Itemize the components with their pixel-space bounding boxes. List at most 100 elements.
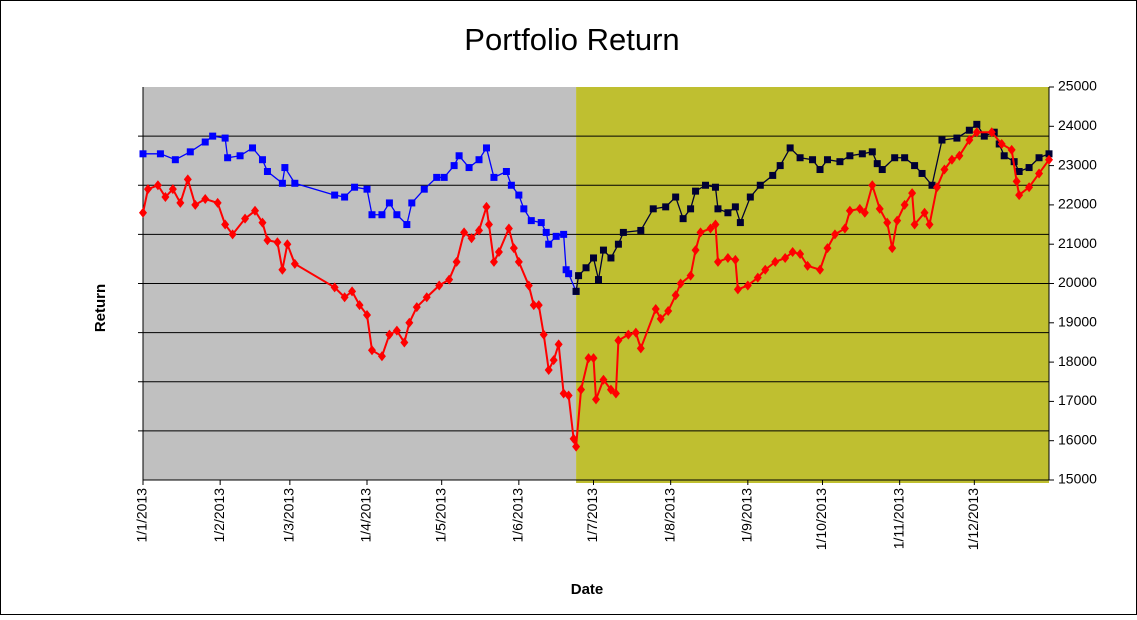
data-point: [925, 219, 934, 230]
x-tick-label: 1/9/2013: [739, 488, 755, 543]
data-point: [1015, 190, 1024, 201]
data-point: [724, 209, 732, 217]
data-point: [711, 219, 720, 230]
data-point: [201, 194, 210, 205]
data-point: [385, 199, 393, 207]
data-point: [672, 193, 680, 201]
data-point: [433, 173, 441, 181]
data-point: [502, 167, 510, 175]
data-point: [584, 353, 593, 364]
data-point: [340, 292, 349, 303]
chart-title: Portfolio Return: [464, 22, 679, 57]
data-point: [796, 249, 805, 260]
data-point: [209, 132, 217, 140]
data-point: [544, 364, 553, 375]
data-point: [367, 345, 376, 356]
data-point: [213, 197, 222, 208]
data-point: [156, 150, 164, 158]
data-point: [723, 252, 732, 263]
data-point: [651, 304, 660, 315]
data-point: [691, 245, 700, 256]
x-tick-label: 1/11/2013: [890, 488, 906, 549]
data-point: [378, 211, 386, 219]
data-point: [537, 219, 545, 227]
data-point: [711, 183, 719, 191]
data-point: [776, 162, 784, 170]
data-point: [241, 213, 250, 224]
data-point: [460, 227, 469, 238]
data-point: [575, 272, 583, 280]
data-point: [539, 329, 548, 340]
data-point: [520, 205, 528, 213]
data-point: [845, 205, 854, 216]
data-point: [1035, 168, 1044, 179]
data-point: [965, 135, 974, 146]
data-point: [363, 309, 372, 320]
data-point: [868, 180, 877, 191]
data-point: [534, 300, 543, 311]
data-point: [482, 144, 490, 152]
data-point: [291, 179, 299, 187]
data-point: [249, 144, 257, 152]
x-tick-label: 1/6/2013: [510, 488, 526, 543]
data-point: [377, 351, 386, 362]
y2-tick-label: 23000: [1058, 156, 1097, 172]
data-point: [455, 152, 463, 160]
data-point: [524, 280, 533, 291]
data-point: [823, 243, 832, 254]
data-point: [761, 264, 770, 275]
data-point: [883, 217, 892, 228]
x-tick-label: 1/1/2013: [134, 488, 150, 543]
data-point: [405, 317, 414, 328]
y2-tick-label: 21000: [1058, 235, 1097, 251]
x-tick-label: 1/10/2013: [813, 488, 829, 550]
data-point: [888, 243, 897, 254]
data-point: [1035, 154, 1043, 162]
data-point: [475, 156, 483, 164]
data-point: [816, 166, 824, 174]
data-point: [696, 227, 705, 238]
data-point: [637, 226, 645, 234]
data-point: [582, 264, 590, 272]
data-point: [746, 193, 754, 201]
data-point: [940, 164, 949, 175]
data-point: [153, 180, 162, 191]
data-point: [611, 388, 620, 399]
data-point: [450, 162, 458, 170]
data-point: [756, 181, 764, 189]
data-point: [341, 193, 349, 201]
data-point: [875, 203, 884, 214]
data-point: [965, 126, 973, 134]
data-point: [221, 134, 229, 142]
data-point: [554, 339, 563, 350]
data-point: [489, 256, 498, 267]
data-point: [594, 276, 602, 284]
data-point: [928, 181, 936, 189]
data-point: [228, 229, 237, 240]
data-point: [631, 327, 640, 338]
data-point: [507, 181, 515, 189]
data-point: [545, 240, 553, 248]
data-point: [168, 184, 177, 195]
data-point: [143, 184, 152, 195]
data-point: [515, 191, 523, 199]
y2-tick-label: 17000: [1058, 392, 1097, 408]
data-point: [932, 182, 941, 193]
data-point: [509, 243, 518, 254]
data-point: [599, 374, 608, 385]
data-point: [816, 264, 825, 275]
data-point: [273, 237, 282, 248]
data-point: [467, 233, 476, 244]
x-tick-label: 1/2/2013: [211, 488, 227, 543]
data-point: [736, 219, 744, 227]
data-point: [363, 185, 371, 193]
data-point: [731, 254, 740, 265]
data-point: [614, 240, 622, 248]
data-point: [687, 205, 695, 213]
data-point: [830, 229, 839, 240]
data-point: [692, 187, 700, 195]
data-point: [823, 156, 831, 164]
data-point: [176, 197, 185, 208]
data-point: [1025, 182, 1034, 193]
data-point: [171, 156, 179, 164]
